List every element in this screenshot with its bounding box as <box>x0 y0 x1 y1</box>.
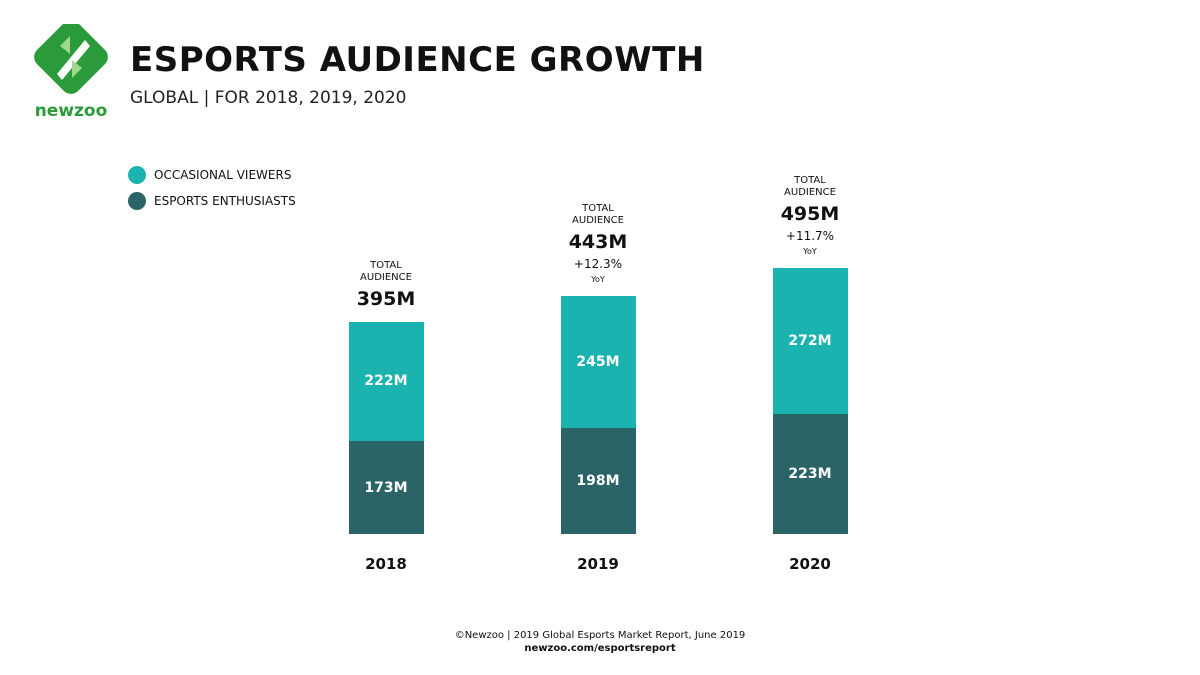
legend-item: OCCASIONAL VIEWERS <box>128 166 291 184</box>
bar-segment: 223M <box>772 414 848 534</box>
value-label: 222M <box>364 373 408 390</box>
legend-label: ESPORTS ENTHUSIASTS <box>154 194 296 208</box>
total-block: TOTAL AUDIENCE 443M +12.3% YoY <box>538 203 658 284</box>
total-label: 495M <box>780 203 840 226</box>
legend-swatch <box>128 192 146 210</box>
growth-caption: YoY <box>591 275 605 285</box>
growth-caption: YoY <box>803 247 817 257</box>
footer-url: newzoo.com/esportsreport <box>524 643 676 654</box>
total-label: 395M <box>356 287 416 310</box>
total-caption: TOTAL AUDIENCE <box>360 259 412 283</box>
value-label: 223M <box>788 466 832 483</box>
value-label: 198M <box>576 472 620 489</box>
legend-label: OCCASIONAL VIEWERS <box>154 168 292 182</box>
value-label: 173M <box>364 479 408 496</box>
legend-item: ESPORTS ENTHUSIASTS <box>128 192 296 210</box>
footer-source: ©Newzoo | 2019 Global Esports Market Rep… <box>454 630 746 641</box>
total-label: 443M <box>568 231 628 254</box>
x-tick-label: 2018 <box>365 555 407 573</box>
logo: newzoo <box>34 24 108 121</box>
bar-segment: 272M <box>772 268 848 415</box>
total-block: TOTAL AUDIENCE 495M +11.7% YoY <box>750 175 870 256</box>
bar-segment: 198M <box>560 427 636 534</box>
x-tick-label: 2020 <box>789 555 831 573</box>
total-caption: TOTAL AUDIENCE <box>784 175 836 199</box>
total-block: TOTAL AUDIENCE 395M <box>326 260 446 310</box>
bar-segment: 245M <box>560 296 636 428</box>
x-tick-label: 2019 <box>577 555 619 573</box>
value-label: 272M <box>788 333 832 350</box>
growth-label: +12.3% <box>573 257 623 272</box>
total-caption: TOTAL AUDIENCE <box>572 203 624 227</box>
bar-segment: 222M <box>348 321 424 442</box>
bar-segment: 173M <box>348 441 424 534</box>
value-label: 245M <box>576 353 620 370</box>
brand: newzoo <box>35 101 108 121</box>
chart-subtitle: GLOBAL | FOR 2018, 2019, 2020 <box>130 88 407 108</box>
legend-swatch <box>128 166 146 184</box>
growth-label: +11.7% <box>785 229 835 244</box>
chart-title: ESPORTS AUDIENCE GROWTH <box>130 40 705 80</box>
